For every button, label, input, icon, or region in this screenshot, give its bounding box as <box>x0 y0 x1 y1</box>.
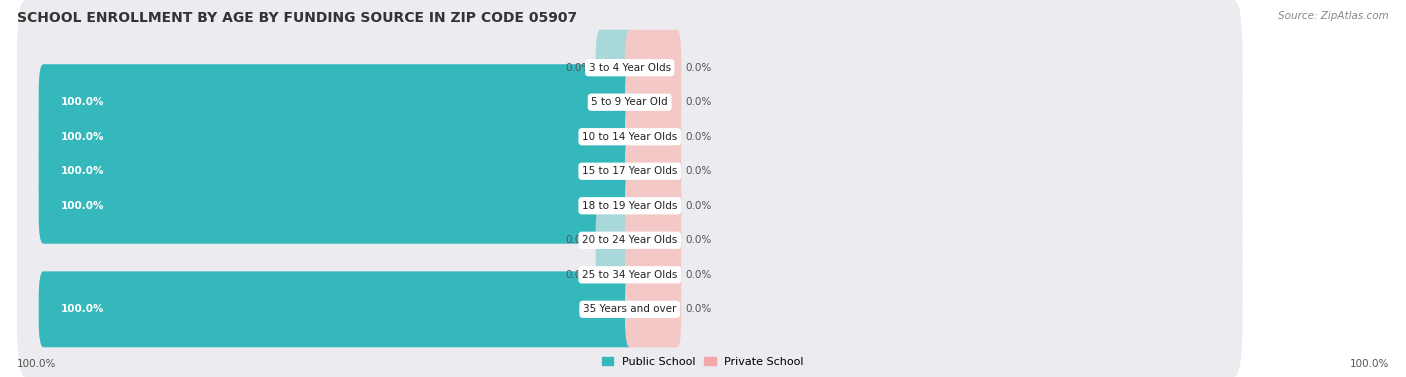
Text: 0.0%: 0.0% <box>565 63 592 73</box>
Text: 100.0%: 100.0% <box>60 166 104 176</box>
FancyBboxPatch shape <box>17 207 1243 342</box>
FancyBboxPatch shape <box>596 237 634 313</box>
Text: 0.0%: 0.0% <box>685 270 711 280</box>
Text: 3 to 4 Year Olds: 3 to 4 Year Olds <box>589 63 671 73</box>
Text: 35 Years and over: 35 Years and over <box>583 304 676 314</box>
Text: 0.0%: 0.0% <box>685 97 711 107</box>
FancyBboxPatch shape <box>17 242 1243 377</box>
FancyBboxPatch shape <box>17 69 1243 204</box>
Text: 0.0%: 0.0% <box>685 132 711 142</box>
FancyBboxPatch shape <box>626 271 682 347</box>
Text: 100.0%: 100.0% <box>17 359 56 369</box>
FancyBboxPatch shape <box>17 35 1243 170</box>
FancyBboxPatch shape <box>596 30 634 106</box>
FancyBboxPatch shape <box>39 168 634 244</box>
Text: 10 to 14 Year Olds: 10 to 14 Year Olds <box>582 132 678 142</box>
FancyBboxPatch shape <box>626 202 682 278</box>
FancyBboxPatch shape <box>626 30 682 106</box>
FancyBboxPatch shape <box>626 133 682 209</box>
Text: 0.0%: 0.0% <box>565 270 592 280</box>
FancyBboxPatch shape <box>626 99 682 175</box>
Text: 20 to 24 Year Olds: 20 to 24 Year Olds <box>582 235 678 245</box>
Text: 0.0%: 0.0% <box>685 235 711 245</box>
FancyBboxPatch shape <box>17 0 1243 135</box>
Text: 0.0%: 0.0% <box>565 235 592 245</box>
FancyBboxPatch shape <box>626 168 682 244</box>
FancyBboxPatch shape <box>39 64 634 140</box>
Text: Source: ZipAtlas.com: Source: ZipAtlas.com <box>1278 11 1389 21</box>
FancyBboxPatch shape <box>39 99 634 175</box>
Text: 100.0%: 100.0% <box>60 132 104 142</box>
Text: 0.0%: 0.0% <box>685 201 711 211</box>
Text: 0.0%: 0.0% <box>685 63 711 73</box>
Text: 18 to 19 Year Olds: 18 to 19 Year Olds <box>582 201 678 211</box>
Text: 15 to 17 Year Olds: 15 to 17 Year Olds <box>582 166 678 176</box>
Text: 100.0%: 100.0% <box>1350 359 1389 369</box>
FancyBboxPatch shape <box>596 202 634 278</box>
Text: 100.0%: 100.0% <box>60 304 104 314</box>
FancyBboxPatch shape <box>626 237 682 313</box>
Text: 100.0%: 100.0% <box>60 97 104 107</box>
Text: SCHOOL ENROLLMENT BY AGE BY FUNDING SOURCE IN ZIP CODE 05907: SCHOOL ENROLLMENT BY AGE BY FUNDING SOUR… <box>17 11 576 25</box>
Legend: Public School, Private School: Public School, Private School <box>598 352 808 371</box>
Text: 0.0%: 0.0% <box>685 304 711 314</box>
FancyBboxPatch shape <box>17 173 1243 308</box>
FancyBboxPatch shape <box>17 138 1243 273</box>
Text: 5 to 9 Year Old: 5 to 9 Year Old <box>592 97 668 107</box>
Text: 25 to 34 Year Olds: 25 to 34 Year Olds <box>582 270 678 280</box>
FancyBboxPatch shape <box>626 64 682 140</box>
FancyBboxPatch shape <box>17 104 1243 239</box>
FancyBboxPatch shape <box>39 271 634 347</box>
Text: 0.0%: 0.0% <box>685 166 711 176</box>
Text: 100.0%: 100.0% <box>60 201 104 211</box>
FancyBboxPatch shape <box>39 133 634 209</box>
